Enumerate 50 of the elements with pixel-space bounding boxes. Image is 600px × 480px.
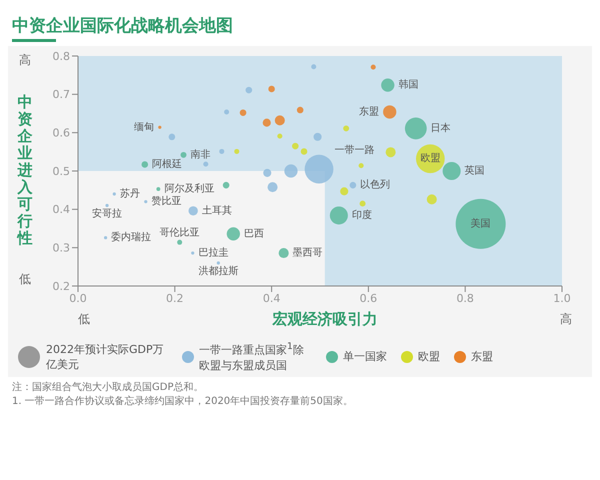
annotation: 巴拉圭 [198, 246, 228, 259]
x-tick-label: 0.2 [166, 292, 184, 305]
y-tick-label: 0.5 [52, 164, 70, 178]
annotation: 安哥拉 [92, 208, 122, 220]
legend-title: 2022年预计实际GDP万亿美元 [46, 342, 165, 372]
annotation: 东盟 [359, 105, 380, 118]
annotation: 土耳其 [202, 204, 232, 216]
text: 高 [560, 311, 572, 328]
x-tick-label: 0.8 [456, 292, 474, 305]
y-tick-label: 0.2 [52, 280, 70, 293]
annotation: 巴西 [244, 228, 264, 240]
legend-label: 单一国家 [343, 349, 387, 364]
y-tick-label: 0.8 [52, 50, 70, 63]
annotation: 一带一路 [334, 144, 374, 156]
legend-label: 欧盟 [418, 349, 440, 364]
x-tick-label: 1.0 [553, 292, 571, 305]
text: 1. 一带一路合作协议或备忘录缔约国家中，2020年中国投资存量前50国家。 [12, 394, 354, 409]
y-tick-label: 0.6 [52, 126, 70, 140]
x-tick-label: 0.0 [69, 292, 87, 305]
annotation: 美国 [470, 217, 491, 230]
legend-label: 东盟 [471, 349, 493, 364]
annotation: 欧盟 [420, 152, 440, 164]
annotation: 印度 [352, 208, 372, 221]
annotation: 阿尔及利亚 [164, 182, 214, 195]
annotation: 南非 [190, 148, 210, 160]
chart-title: 中资企业国际化战略机会地图 [11, 15, 234, 38]
annotation: 韩国 [398, 78, 418, 91]
annotation: 英国 [464, 164, 485, 176]
x-tick-label: 0.4 [262, 292, 280, 305]
text: 低 [78, 311, 90, 328]
annotation: 以色列 [360, 178, 390, 191]
annotation: 洪都拉斯 [198, 265, 238, 278]
annotation: 赞比亚 [151, 195, 182, 208]
x-axis-title: 宏观经济吸引力 [272, 310, 378, 329]
annotation: 墨西哥 [292, 248, 323, 259]
text: 低 [19, 271, 31, 288]
annotation: 委内瑞拉 [111, 231, 152, 244]
y-tick-label: 0.7 [52, 88, 70, 102]
annotation: 哥伦比亚 [160, 226, 200, 238]
y-tick-label: 0.3 [52, 242, 70, 255]
annotation: 阿根廷 [152, 158, 182, 170]
text: 注：国家组合气泡大小取成员国GDP总和。 [12, 380, 204, 395]
annotation: 苏丹 [120, 188, 140, 200]
y-tick-label: 0.4 [52, 203, 70, 216]
text: 高 [19, 52, 31, 69]
annotation: 缅甸 [134, 120, 154, 133]
annotation: 日本 [430, 122, 451, 134]
x-tick-label: 0.6 [360, 292, 378, 305]
text: 中资企业进入可行性 [18, 92, 32, 246]
legend-label: 一带一路重点国家$^{1}$除欧盟与东盟成员国 [199, 341, 305, 373]
